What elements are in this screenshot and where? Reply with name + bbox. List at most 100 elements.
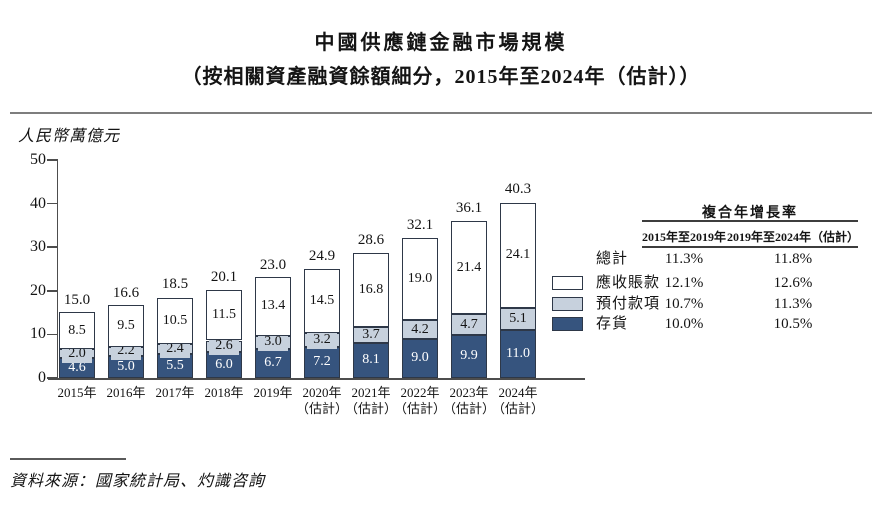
top-divider-rule xyxy=(10,112,872,114)
bar-segment-預付款項 xyxy=(402,320,438,339)
y-axis-tick-label: 0 xyxy=(38,369,46,386)
y-axis-tick xyxy=(47,246,57,248)
source-divider-rule xyxy=(10,458,126,460)
y-axis-tick xyxy=(47,377,57,379)
bar-segment-value: 6.7 xyxy=(264,355,282,371)
x-axis-estimate-note: （估計） xyxy=(295,401,348,416)
page-title: 中國供應鏈金融市場規模 xyxy=(314,32,568,54)
bar-segment-預付款項 xyxy=(500,307,536,331)
bar-segment-value: 3.0 xyxy=(258,333,288,352)
bar-segment-存貨 xyxy=(255,348,291,378)
legend-label-應收賬款: 應收賬款 xyxy=(596,275,661,291)
cagr-value-2015-2019: 10.0% xyxy=(664,316,704,332)
cagr-value-2019-2024: 12.6% xyxy=(773,275,813,291)
bar-total-label: 32.1 xyxy=(406,217,434,234)
x-axis-category-label: 2020年 （估計） xyxy=(293,385,351,417)
bar-segment-預付款項 xyxy=(451,314,487,335)
bar-segment-應收賬款 xyxy=(59,312,95,350)
cagr-value-2015-2019: 10.7% xyxy=(664,296,704,312)
y-axis-tick-label: 10 xyxy=(30,325,46,343)
bar-segment-存貨 xyxy=(402,338,438,378)
bar-segment-value: 10.5 xyxy=(162,312,188,328)
bar-segment-應收賬款 xyxy=(451,221,487,315)
x-axis-category-label: 2019年 xyxy=(253,385,293,400)
bar-segment-value: 11.5 xyxy=(212,307,236,323)
bar-segment-value: 8.5 xyxy=(68,322,86,338)
bar-segment-value: 3.2 xyxy=(307,330,337,349)
bar-total-label: 16.6 xyxy=(112,284,140,301)
bar-segment-value: 5.5 xyxy=(166,358,184,373)
x-axis-category-label: 2022年 （估計） xyxy=(391,385,449,417)
bar-segment-存貨 xyxy=(500,330,536,378)
legend-label-預付款項: 預付款項 xyxy=(596,296,661,312)
bar-segment-value: 9.0 xyxy=(411,350,429,366)
y-axis-tick xyxy=(47,202,57,205)
x-axis-estimate-note: （估計） xyxy=(442,401,495,416)
cagr-value-2015-2019: 12.1% xyxy=(664,275,704,291)
bar-segment-value: 5.0 xyxy=(117,359,135,375)
bar-segment-value: 14.5 xyxy=(309,293,335,309)
x-axis-category-label: 2021年 （估計） xyxy=(342,385,400,417)
cagr-value-2019-2024: 10.5% xyxy=(773,316,813,332)
legend-label-總計: 總計 xyxy=(596,251,629,267)
bar-segment-存貨 xyxy=(206,351,242,378)
x-axis-category-label: 2023年 （估計） xyxy=(440,385,498,417)
cagr-table-rule-top xyxy=(642,220,858,222)
bar-segment-value: 21.4 xyxy=(456,259,482,275)
bar-segment-value: 3.7 xyxy=(362,326,380,342)
bar-segment-應收賬款 xyxy=(157,297,193,344)
x-axis-estimate-note: （估計） xyxy=(393,401,446,416)
x-axis-category-label: 2017年 xyxy=(155,385,195,400)
bar-segment-value: 13.4 xyxy=(260,298,286,314)
bar-total-label: 24.9 xyxy=(308,248,336,265)
y-axis-tick-label: 30 xyxy=(30,238,46,256)
bar-total-label: 23.0 xyxy=(259,256,287,273)
bar-segment-value: 7.2 xyxy=(313,354,331,370)
cagr-column-header-2019-2024: 2019年至2024年（估計） xyxy=(726,230,859,244)
x-axis-category-label: 2024年 （估計） xyxy=(489,385,547,417)
legend-label-存貨: 存貨 xyxy=(596,316,629,332)
x-axis-category-label: 2015年 xyxy=(57,385,97,400)
x-axis-estimate-note: （估計） xyxy=(491,401,544,416)
legend-swatch-存貨 xyxy=(552,317,583,331)
x-axis-category-label: 2016年 xyxy=(106,385,146,400)
y-axis-tick-label: 50 xyxy=(30,151,46,168)
bar-total-label: 15.0 xyxy=(63,291,91,308)
cagr-table-title: 複合年增長率 xyxy=(702,206,798,221)
y-axis-tick xyxy=(47,159,57,161)
x-axis-category-label: 2018年 xyxy=(204,385,244,400)
cagr-value-2019-2024: 11.3% xyxy=(773,296,813,312)
page-subtitle: （按相關資產融資餘額細分，2015年至2024年（估計）） xyxy=(181,66,701,88)
bar-segment-value: 24.1 xyxy=(505,247,531,263)
bar-segment-value: 2.2 xyxy=(111,342,141,361)
y-axis-tick-label: 20 xyxy=(30,281,46,299)
legend-swatch-預付款項 xyxy=(552,297,583,311)
bar-total-label: 20.1 xyxy=(210,269,238,286)
bar-segment-預付款項 xyxy=(353,326,389,343)
bar-segment-value: 4.7 xyxy=(460,316,478,332)
bar-total-label: 28.6 xyxy=(357,232,385,249)
bar-segment-value: 9.9 xyxy=(460,348,478,364)
x-axis-line xyxy=(48,378,585,380)
y-axis-tick-label: 40 xyxy=(30,194,46,212)
bar-segment-value: 19.0 xyxy=(407,271,433,287)
bar-segment-應收賬款 xyxy=(500,202,536,308)
y-axis-tick xyxy=(47,333,57,336)
x-axis-estimate-note: （估計） xyxy=(344,401,397,416)
bar-segment-value: 2.4 xyxy=(160,339,190,358)
bar-total-label: 18.5 xyxy=(161,276,189,293)
bar-segment-value: 6.0 xyxy=(215,356,233,372)
cagr-value-2019-2024: 11.8% xyxy=(773,251,813,267)
cagr-table-rule-bottom xyxy=(642,246,858,248)
cagr-column-header-2015-2019: 2015年至2019年 xyxy=(641,230,726,244)
bar-segment-存貨 xyxy=(451,334,487,378)
bar-segment-應收賬款 xyxy=(353,253,389,327)
source-note: 資料來源：國家統計局、灼識咨詢 xyxy=(10,473,266,490)
y-axis-line xyxy=(56,159,58,379)
bar-segment-應收賬款 xyxy=(206,290,242,341)
y-axis-unit-label: 人民幣萬億元 xyxy=(18,128,121,145)
bar-segment-value: 2.6 xyxy=(209,337,239,356)
bar-segment-應收賬款 xyxy=(304,269,340,333)
bar-segment-value: 11.0 xyxy=(506,346,530,362)
